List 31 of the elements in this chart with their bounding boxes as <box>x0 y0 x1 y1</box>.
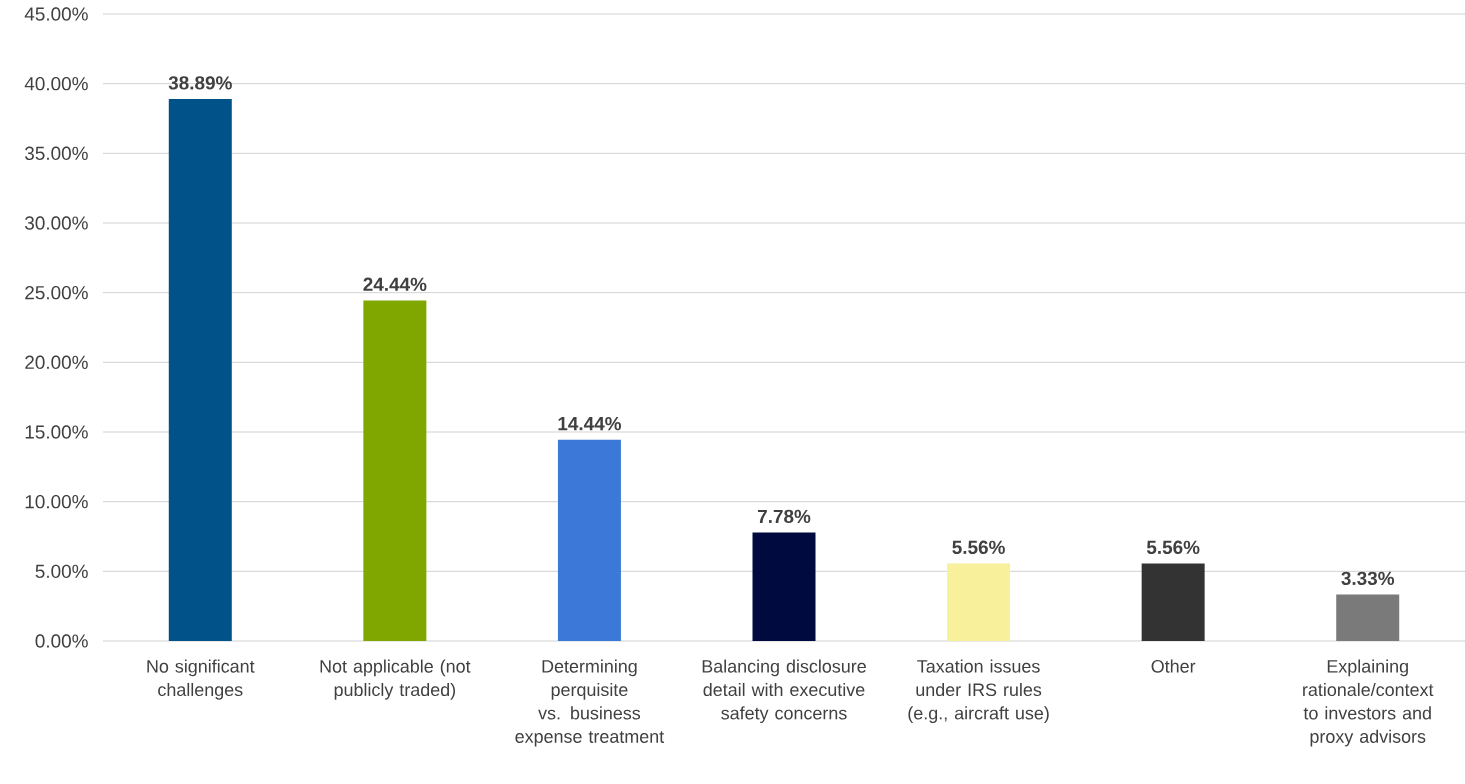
y-tick-label: 35.00% <box>25 146 88 161</box>
y-tick-label: 25.00% <box>25 285 88 300</box>
data-label: 24.44% <box>363 277 427 291</box>
y-tick-label: 15.00% <box>25 425 88 439</box>
x-tick-label: Other <box>1151 659 1196 673</box>
data-label: 14.44% <box>558 416 622 431</box>
x-tick-label: Explaining rationale/context to investors and proxy advisors <box>1303 659 1434 747</box>
y-tick-label: 40.00% <box>24 76 88 91</box>
data-label: 5.56% <box>1146 540 1200 555</box>
bar <box>363 300 427 641</box>
y-tick-label: 10.00% <box>25 494 88 509</box>
x-tick-label: Determining perquisite vs. business expense treatment <box>515 659 665 747</box>
data-label: 7.78% <box>757 509 811 524</box>
bar <box>168 99 232 641</box>
y-tick-label: 5.00% <box>35 564 88 579</box>
data-label: 38.89% <box>168 76 232 90</box>
x-tick-label: No significant challenges <box>147 659 255 700</box>
bar <box>947 563 1011 641</box>
bar <box>1141 563 1205 641</box>
y-tick-label: 45.00% <box>24 7 88 21</box>
bar <box>1336 594 1400 641</box>
data-label: 3.33% <box>1341 571 1395 586</box>
x-tick-label: Taxation issues under IRS rules (e.g., aircraft use) <box>908 659 1049 724</box>
data-label: 5.56% <box>952 540 1005 555</box>
x-tick-label: Not applicable (not publicly traded) <box>320 659 471 700</box>
y-tick-label: 20.00% <box>25 355 88 370</box>
x-tick-label: Balancing disclosure detail with executive safety concerns <box>702 659 866 724</box>
bar <box>752 532 816 641</box>
bar <box>557 439 621 641</box>
y-tick-label: 30.00% <box>25 216 88 230</box>
y-tick-label: 0.00% <box>35 634 88 648</box>
